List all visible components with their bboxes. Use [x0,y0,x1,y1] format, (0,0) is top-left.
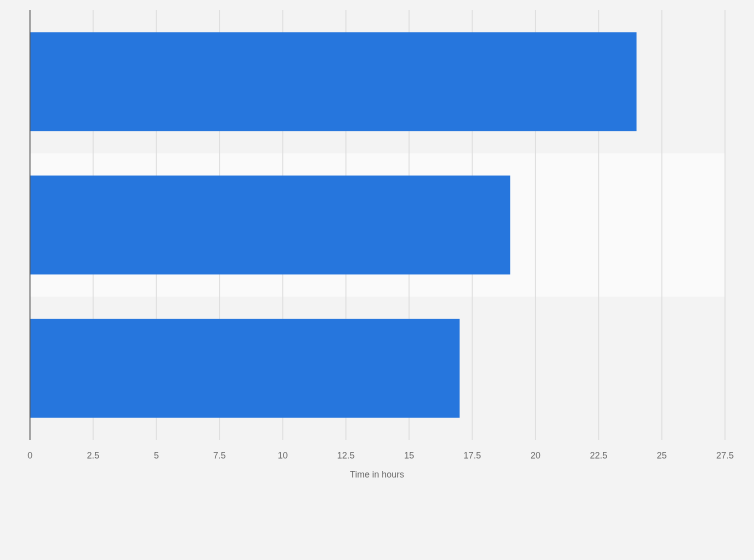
x-tick-label: 20 [530,450,540,460]
x-tick-label: 10 [278,450,288,460]
x-tick-label: 2.5 [87,450,100,460]
x-tick-label: 17.5 [464,450,482,460]
bar [30,318,460,418]
x-tick-label: 27.5 [716,450,734,460]
x-tick-label: 5 [154,450,159,460]
x-tick-label: 25 [657,450,667,460]
x-tick-label: 22.5 [590,450,608,460]
x-tick-label: 15 [404,450,414,460]
x-tick-label: 7.5 [213,450,226,460]
x-tick-label: 0 [27,450,32,460]
x-tick-label: 12.5 [337,450,355,460]
bar [30,32,637,132]
x-axis-label: Time in hours [350,469,405,479]
bar [30,175,511,275]
